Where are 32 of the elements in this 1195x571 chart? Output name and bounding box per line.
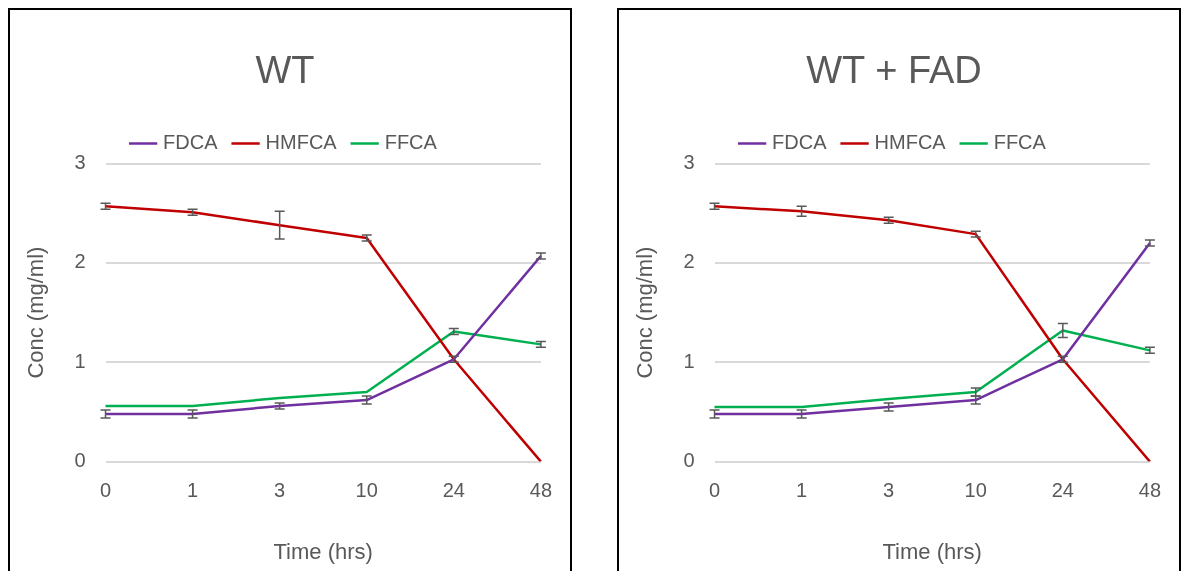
x-tick-label: 0: [708, 479, 721, 502]
y-tick-label: 2: [74, 250, 86, 273]
x-tick-label: 24: [1051, 479, 1074, 502]
x-tick-label: 0: [99, 479, 112, 502]
chart-title: WT + FAD: [806, 49, 982, 92]
legend-label: FFCA: [384, 131, 438, 154]
x-tick-label: 3: [274, 479, 286, 502]
x-axis-title: Time (hrs): [273, 538, 373, 564]
y-tick-label: 2: [683, 250, 695, 273]
x-tick-label: 48: [529, 479, 552, 502]
x-tick-label: 1: [796, 479, 808, 502]
y-axis-title: Conc (mg/ml): [23, 246, 49, 379]
x-tick-label: 10: [964, 479, 987, 502]
y-tick-label: 1: [683, 349, 695, 372]
x-tick-label: 3: [883, 479, 895, 502]
x-tick-label: 48: [1138, 479, 1161, 502]
y-tick-label: 3: [74, 151, 86, 174]
y-axis-title: Conc (mg/ml): [632, 246, 658, 379]
y-tick-label: 0: [74, 449, 86, 472]
legend-label: HMFCA: [874, 131, 947, 154]
chart-title: WT: [255, 49, 315, 92]
x-axis-title: Time (hrs): [882, 538, 982, 564]
y-tick-label: 1: [74, 349, 86, 372]
y-tick-label: 0: [683, 449, 695, 472]
legend-label: FDCA: [163, 131, 219, 154]
legend-label: FDCA: [772, 131, 828, 154]
x-tick-label: 10: [355, 479, 378, 502]
x-tick-label: 1: [187, 479, 199, 502]
y-tick-label: 3: [683, 151, 695, 174]
x-tick-label: 24: [442, 479, 465, 502]
legend-label: FFCA: [993, 131, 1047, 154]
legend-label: HMFCA: [265, 131, 338, 154]
